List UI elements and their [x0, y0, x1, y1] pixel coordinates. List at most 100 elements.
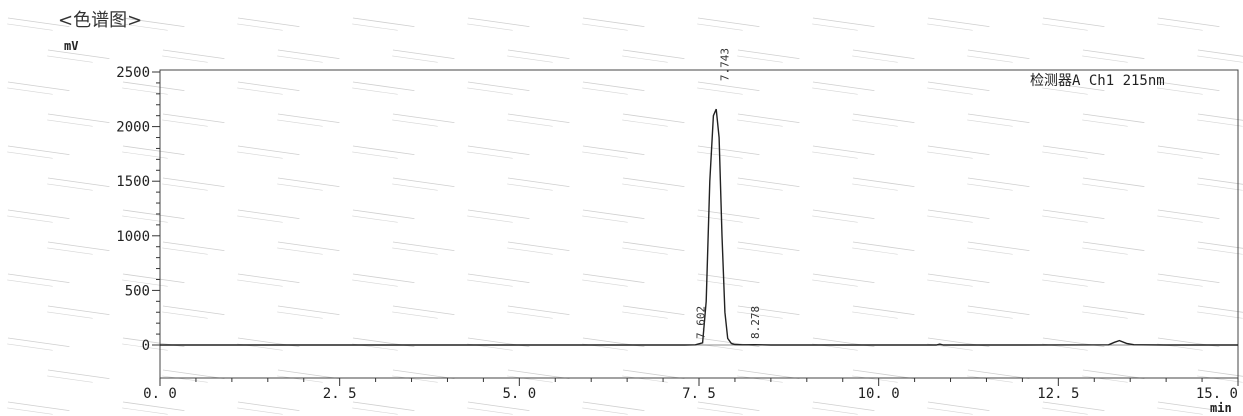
watermark-stamp	[47, 241, 110, 255]
watermark-stamp	[352, 81, 415, 95]
watermark-stamp	[277, 241, 340, 255]
watermark-stamp	[737, 369, 800, 383]
watermark-stamp	[852, 113, 915, 127]
watermark-stamp	[927, 145, 990, 159]
watermark-stamp	[122, 401, 185, 415]
watermark-stamp	[622, 369, 685, 383]
watermark-stamp	[277, 49, 340, 63]
x-tick-label: 0. 0	[143, 386, 177, 402]
y-tick-label: 2500	[116, 65, 150, 81]
y-tick-label: 1000	[116, 229, 150, 245]
watermark-stamp	[967, 113, 1030, 127]
watermark-stamp	[392, 177, 455, 191]
watermark-pattern	[7, 17, 1243, 415]
watermark-stamp	[237, 145, 300, 159]
watermark-stamp	[852, 241, 915, 255]
watermark-stamp	[47, 49, 110, 63]
watermark-stamp	[507, 49, 570, 63]
watermark-stamp	[852, 369, 915, 383]
watermark-stamp	[47, 113, 110, 127]
watermark-stamp	[737, 241, 800, 255]
watermark-stamp	[812, 209, 875, 223]
watermark-stamp	[622, 49, 685, 63]
y-tick-label: 0	[142, 338, 150, 354]
watermark-stamp	[697, 209, 760, 223]
watermark-stamp	[162, 113, 225, 127]
x-tick-label: 15. 0	[1196, 386, 1238, 402]
watermark-stamp	[392, 369, 455, 383]
watermark-stamp	[7, 145, 70, 159]
watermark-stamp	[1082, 113, 1145, 127]
watermark-stamp	[737, 177, 800, 191]
watermark-stamp	[237, 401, 300, 415]
watermark-stamp	[812, 81, 875, 95]
watermark-stamp	[237, 81, 300, 95]
watermark-stamp	[927, 401, 990, 415]
chromatogram-trace	[160, 108, 1238, 346]
watermark-stamp	[392, 241, 455, 255]
watermark-stamp	[737, 113, 800, 127]
watermark-stamp	[352, 17, 415, 31]
watermark-stamp	[697, 145, 760, 159]
watermark-stamp	[122, 81, 185, 95]
peak-label: 7.602	[694, 306, 707, 339]
watermark-stamp	[467, 401, 530, 415]
watermark-stamp	[507, 113, 570, 127]
watermark-stamp	[927, 273, 990, 287]
watermark-stamp	[352, 273, 415, 287]
watermark-stamp	[852, 49, 915, 63]
watermark-stamp	[967, 241, 1030, 255]
watermark-stamp	[392, 113, 455, 127]
watermark-stamp	[1042, 273, 1105, 287]
watermark-stamp	[852, 305, 915, 319]
watermark-stamp	[162, 241, 225, 255]
watermark-stamp	[1082, 177, 1145, 191]
watermark-stamp	[47, 369, 110, 383]
watermark-stamp	[1042, 209, 1105, 223]
watermark-stamp	[162, 177, 225, 191]
watermark-stamp	[467, 17, 530, 31]
watermark-stamp	[352, 209, 415, 223]
watermark-stamp	[737, 49, 800, 63]
watermark-stamp	[582, 145, 645, 159]
watermark-stamp	[507, 369, 570, 383]
watermark-stamp	[1082, 369, 1145, 383]
watermark-stamp	[927, 81, 990, 95]
watermark-stamp	[237, 273, 300, 287]
x-tick-label: 10. 0	[858, 386, 900, 402]
watermark-stamp	[967, 49, 1030, 63]
watermark-stamp	[927, 209, 990, 223]
watermark-stamp	[467, 209, 530, 223]
watermark-stamp	[122, 17, 185, 31]
watermark-stamp	[812, 273, 875, 287]
y-axis-unit: mV	[64, 39, 78, 53]
x-tick-label: 5. 0	[502, 386, 536, 402]
watermark-stamp	[1197, 113, 1243, 127]
watermark-stamp	[507, 177, 570, 191]
x-axis-unit: min	[1210, 401, 1232, 415]
watermark-stamp	[812, 17, 875, 31]
watermark-stamp	[1082, 49, 1145, 63]
watermark-stamp	[1197, 49, 1243, 63]
y-tick-label: 1500	[116, 174, 150, 190]
watermark-stamp	[697, 17, 760, 31]
watermark-stamp	[277, 113, 340, 127]
watermark-stamp	[812, 145, 875, 159]
y-tick-label: 2000	[116, 120, 150, 136]
watermark-stamp	[697, 401, 760, 415]
watermark-stamp	[697, 81, 760, 95]
watermark-stamp	[1197, 305, 1243, 319]
watermark-stamp	[1157, 273, 1220, 287]
x-tick-label: 12. 5	[1037, 386, 1079, 402]
watermark-stamp	[507, 241, 570, 255]
watermark-stamp	[1042, 17, 1105, 31]
watermark-stamp	[392, 49, 455, 63]
watermark-stamp	[582, 273, 645, 287]
watermark-stamp	[122, 145, 185, 159]
watermark-stamp	[1082, 305, 1145, 319]
watermark-stamp	[352, 145, 415, 159]
watermark-stamp	[622, 113, 685, 127]
watermark-stamp	[622, 241, 685, 255]
watermark-stamp	[1197, 369, 1243, 383]
watermark-stamp	[237, 17, 300, 31]
